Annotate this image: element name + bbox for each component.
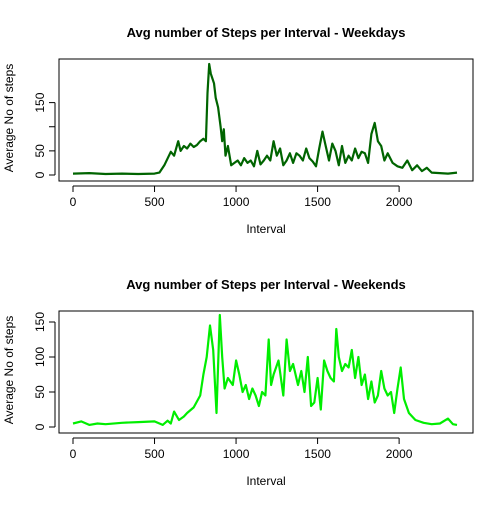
x-axis: 0 500 1000 1500 2000	[70, 185, 413, 209]
y-tick-label: 50	[33, 144, 47, 158]
x-tick-label: 2000	[386, 195, 413, 209]
y-tick-label: 50	[33, 385, 47, 399]
x-tick-label: 500	[145, 447, 165, 461]
plot-area	[72, 313, 458, 426]
x-tick-label: 1000	[223, 195, 250, 209]
x-tick-label: 1000	[223, 447, 250, 461]
plot-frame	[58, 58, 474, 182]
chart-weekends: Avg number of Steps per Interval - Weeke…	[2, 277, 474, 488]
x-axis-label: Interval	[246, 474, 285, 488]
x-tick-label: 500	[145, 195, 165, 209]
y-axis: 0 50 100 150	[33, 312, 56, 430]
series-line	[72, 62, 458, 176]
x-tick-label: 2000	[386, 447, 413, 461]
chart-weekdays: Avg number of Steps per Interval - Weekd…	[2, 25, 474, 236]
y-tick-label: 0	[33, 171, 47, 178]
x-tick-label: 0	[70, 195, 77, 209]
y-axis: 0 50 150	[33, 92, 56, 178]
x-tick-label: 1500	[304, 195, 331, 209]
chart-title: Avg number of Steps per Interval - Weeke…	[126, 277, 406, 292]
y-tick-label: 0	[33, 423, 47, 430]
y-tick-label: 150	[33, 312, 47, 332]
x-axis: 0 500 1000 1500 2000	[70, 437, 413, 461]
x-tick-label: 0	[70, 447, 77, 461]
y-axis-label: Average No of steps	[2, 316, 16, 425]
x-tick-label: 1500	[304, 447, 331, 461]
chart-title: Avg number of Steps per Interval - Weekd…	[127, 25, 406, 40]
y-tick-label: 100	[33, 347, 47, 367]
x-axis-label: Interval	[246, 222, 285, 236]
plot-area	[72, 62, 458, 176]
plot-frame	[58, 310, 474, 434]
y-tick-label: 150	[33, 92, 47, 112]
series-line	[72, 313, 458, 426]
y-axis-label: Average No of steps	[2, 64, 16, 173]
